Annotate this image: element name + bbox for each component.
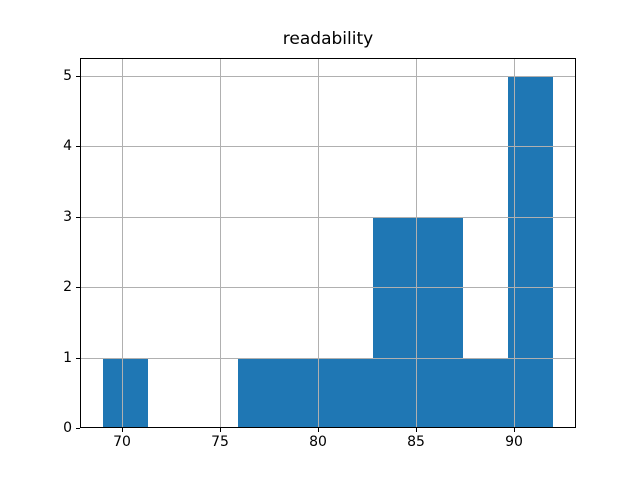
y-tick-mark [76,146,80,147]
histogram-bar [103,358,148,428]
histogram-bar [373,217,418,428]
x-tick-label: 85 [407,434,425,450]
x-tick-label: 80 [309,434,327,450]
y-tick-mark [76,76,80,77]
grid-line-horizontal [80,217,576,218]
y-tick-mark [76,358,80,359]
histogram-bar [238,358,283,428]
grid-line-vertical [514,58,515,428]
plot-area [80,58,576,428]
chart-title: readability [282,29,374,49]
grid-line-horizontal [80,76,576,77]
y-tick-label: 0 [63,420,72,436]
histogram-bar [283,358,328,428]
grid-line-horizontal [80,146,576,147]
grid-line-vertical [220,58,221,428]
histogram-bar [328,358,373,428]
y-tick-label: 4 [63,138,72,154]
histogram-bar [418,217,463,428]
grid-line-horizontal [80,358,576,359]
grid-line-horizontal [80,287,576,288]
y-tick-mark [76,428,80,429]
x-tick-mark [318,428,319,432]
y-tick-label: 2 [63,279,72,295]
x-tick-label: 70 [113,434,131,450]
grid-line-vertical [416,58,417,428]
y-tick-label: 3 [63,209,72,225]
y-tick-mark [76,287,80,288]
x-tick-mark [122,428,123,432]
x-tick-label: 75 [211,434,229,450]
y-tick-label: 5 [63,68,72,84]
histogram-bar [508,76,553,428]
y-tick-label: 1 [63,350,72,366]
x-tick-mark [514,428,515,432]
histogram-bar [463,358,508,428]
x-tick-mark [220,428,221,432]
x-tick-mark [416,428,417,432]
grid-line-vertical [318,58,319,428]
grid-line-vertical [122,58,123,428]
y-tick-mark [76,217,80,218]
x-tick-label: 90 [505,434,523,450]
